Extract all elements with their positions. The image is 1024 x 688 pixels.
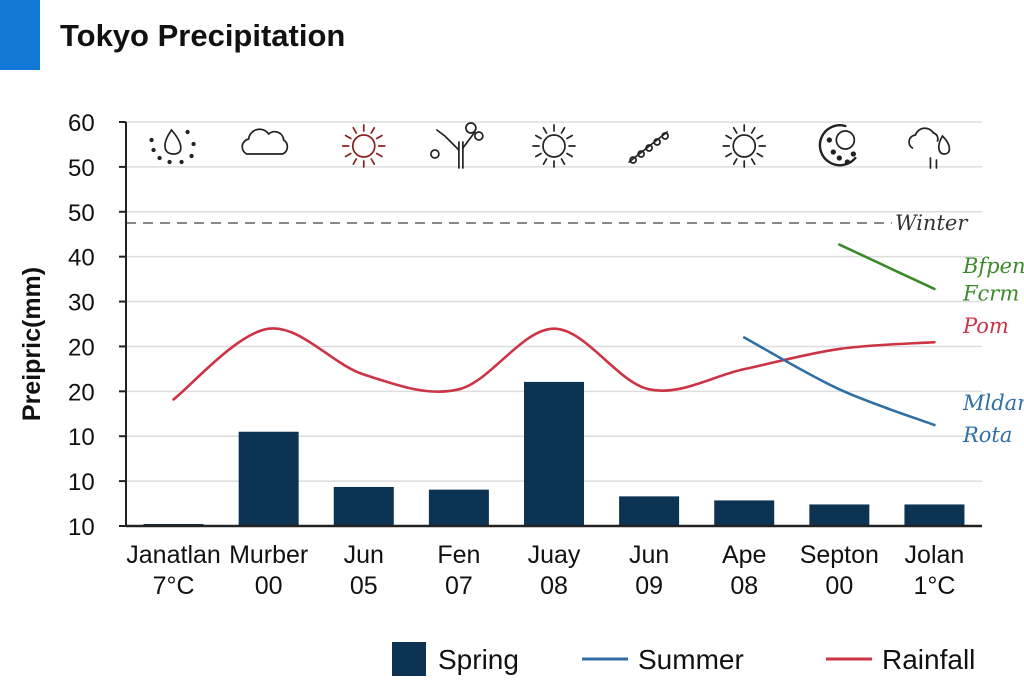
weather-icons-row: [149, 122, 951, 169]
legend-swatch-spring: [392, 642, 426, 676]
x-tick-sublabel: 08: [540, 572, 568, 600]
title-accent-bar: [0, 0, 40, 70]
annotation-label: Pom: [962, 314, 1009, 338]
line-rainfall: [172, 327, 936, 401]
x-tick-label: Janatlan: [126, 541, 221, 569]
bar-spring: [524, 381, 584, 526]
bar-spring: [809, 504, 870, 526]
cloud-rain-icon: [908, 127, 951, 169]
y-tick-label: 60: [68, 110, 95, 137]
bar-spring: [333, 486, 394, 526]
annotation-label: Bfpen: [962, 254, 1024, 278]
x-tick-sublabel: 1°C: [913, 572, 955, 600]
x-tick-sublabel: 00: [825, 572, 853, 600]
legend-label-rainfall: Rainfall: [882, 644, 975, 675]
x-tick-sublabel: 07: [445, 572, 473, 600]
bar-spring: [619, 496, 680, 526]
y-tick-label: 50: [68, 155, 95, 182]
annotation-label: Mldan: [962, 391, 1024, 415]
annotation-label: Rota: [962, 423, 1012, 447]
winter-reference-label: Winter: [895, 211, 969, 235]
bar-series-group: [143, 381, 965, 526]
x-tick-sublabel: 09: [635, 572, 663, 600]
cloud-icon: [241, 128, 289, 155]
rain-cloud-icon: [149, 128, 196, 165]
tree-icon: [430, 122, 484, 169]
line-summer: [742, 336, 936, 427]
y-tick-label: 50: [68, 200, 95, 227]
x-tick-label: Jolan: [905, 541, 965, 569]
y-tick-label: 10: [68, 469, 95, 496]
x-tick-sublabel: 7°C: [153, 572, 195, 600]
x-tick-label: Jun: [629, 541, 669, 569]
bar-spring: [714, 500, 775, 526]
sun-icon: [341, 124, 386, 168]
x-tick-sublabel: 08: [730, 572, 758, 600]
moon-snow-icon: [818, 124, 857, 167]
page-title: Tokyo Precipitation: [60, 18, 346, 53]
bar-spring: [904, 504, 965, 526]
y-axis-label: Preipric(mm): [18, 267, 46, 421]
rain-drops-icon: [628, 131, 669, 164]
line-series-group: [172, 243, 936, 427]
sun-icon: [532, 124, 576, 168]
x-tick-labels: Janatlan 7°C Murber 00 Jun 05 Fen 07 Juay 08 Jun 09…: [126, 541, 964, 600]
y-tick-label: 20: [68, 379, 95, 406]
legend: Spring Summer Rainfall: [392, 642, 975, 676]
x-tick-label: Septon: [800, 541, 879, 569]
annotation-label: Fcrm: [962, 281, 1019, 305]
y-tick-label: 30: [68, 290, 95, 317]
annotations-group: Bfpen Fcrm Pom Mldan Rota: [962, 254, 1024, 447]
axes-group: [125, 122, 982, 528]
x-tick-label: Jun: [344, 541, 384, 569]
sun-icon: [722, 124, 767, 168]
y-tick-label: 20: [68, 334, 95, 361]
x-tick-sublabel: 00: [255, 572, 283, 600]
y-tick-label: 10: [68, 424, 95, 451]
bar-spring: [428, 489, 489, 526]
x-tick-sublabel: 05: [350, 572, 378, 600]
x-tick-label: Fen: [437, 541, 480, 569]
x-tick-label: Murber: [229, 541, 308, 569]
y-tick-label: 10: [68, 514, 95, 541]
reference-line-group: Winter: [126, 211, 969, 235]
x-tick-label: Juay: [528, 541, 581, 569]
line-unlabeled-green: [838, 243, 936, 291]
bar-spring: [238, 431, 299, 526]
x-tick-label: Ape: [722, 541, 766, 569]
y-tick-label: 40: [68, 245, 95, 272]
legend-label-spring: Spring: [438, 644, 519, 675]
y-tick-labels: 10 10 10 20 20 30 40 50 50 60: [68, 110, 95, 541]
legend-label-summer: Summer: [638, 644, 744, 675]
